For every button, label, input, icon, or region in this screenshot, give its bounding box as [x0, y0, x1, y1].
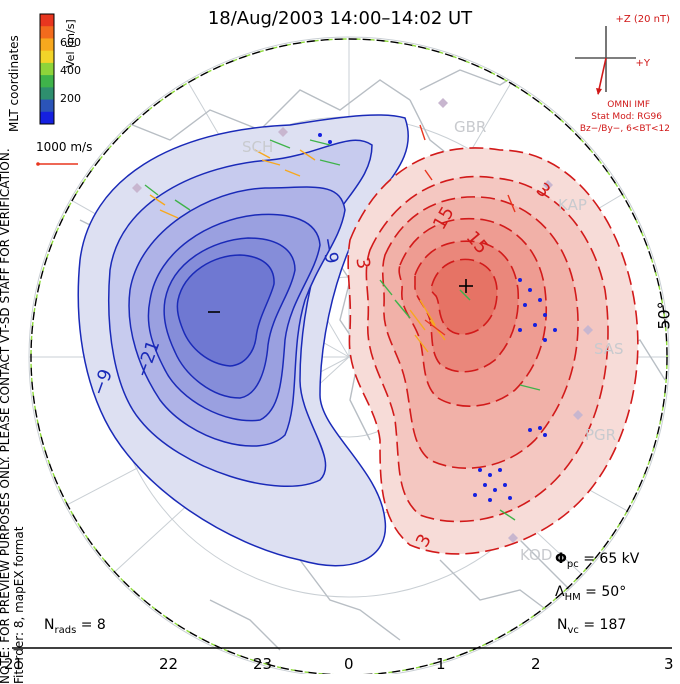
radar-label-gbr: GBR	[454, 118, 487, 136]
colorbar-segment	[40, 111, 54, 125]
velocity-vectors	[144, 124, 557, 521]
map-title: 18/Aug/2003 14:00–14:02 UT	[207, 8, 473, 29]
n-vc-value: 187	[599, 617, 627, 633]
mlt-label: 23	[253, 655, 273, 673]
colorbar-segment	[40, 14, 54, 27]
stat-model: Stat Mod: RG96	[591, 112, 662, 122]
colorbar-tick-600: 600	[60, 36, 81, 49]
phi-pc: Φpc = 65 kV	[555, 551, 640, 570]
radar-label-kap: KAP	[558, 196, 587, 214]
imf-source: OMNI IMF	[607, 100, 650, 110]
scale-vector-label: 1000 m/s	[36, 140, 93, 154]
mlt-label: 2	[531, 655, 541, 673]
positive-cell	[347, 147, 639, 555]
colorbar-segment	[40, 50, 54, 64]
contour-label-neg: −9	[317, 236, 342, 266]
radar-label-pgr: PGR	[585, 426, 617, 444]
colorbar-tick-200: 200	[60, 92, 81, 105]
radar-label-sch: SCH	[242, 138, 274, 156]
radar-label-sas: SAS	[594, 340, 624, 358]
colorbar-segment	[40, 62, 54, 76]
mlt-label: 21	[4, 655, 24, 673]
imf-clock	[575, 26, 636, 95]
potential-extrema	[208, 279, 473, 313]
contour-label-pos: 3	[351, 256, 374, 271]
radar-sites	[132, 98, 593, 543]
boundary-green-dash	[30, 38, 668, 674]
velocity-colorbar	[40, 14, 54, 125]
radar-label-kod: KOD	[520, 546, 553, 564]
mlt-label: 1	[436, 655, 446, 673]
n-rads: Nrads = 8	[44, 617, 106, 636]
mlt-label: 0	[344, 655, 354, 673]
colorbar-segment	[40, 38, 54, 52]
colorbar-segment	[40, 87, 54, 101]
colorbar-segment	[40, 75, 54, 88]
n-rads-value: 8	[96, 617, 106, 633]
colorbar-segment	[40, 26, 54, 39]
mlt-label: 22	[159, 655, 179, 673]
lambda-hm: ΛHM = 50°	[555, 584, 627, 603]
imf-by-label: +Y	[635, 58, 651, 69]
colorbar-label: Vel [m/s]	[64, 19, 77, 68]
lambda-hm-value: 50°	[601, 584, 627, 600]
latitude-label: 50°	[654, 301, 674, 330]
phi-pc-value: 65 kV	[599, 551, 640, 567]
imf-bz-label: +Z (20 nT)	[615, 14, 670, 25]
negative-cell	[77, 114, 410, 567]
n-vc: Nvc = 187	[557, 617, 627, 636]
imf-condition: Bz−/By−, 6<BT<12	[579, 124, 670, 134]
mlt-label: 3	[664, 655, 674, 673]
colorbar-tick-400: 400	[60, 64, 81, 77]
colorbar-segment	[40, 99, 54, 113]
mlt-coords-label: MLT coordinates	[7, 35, 21, 132]
